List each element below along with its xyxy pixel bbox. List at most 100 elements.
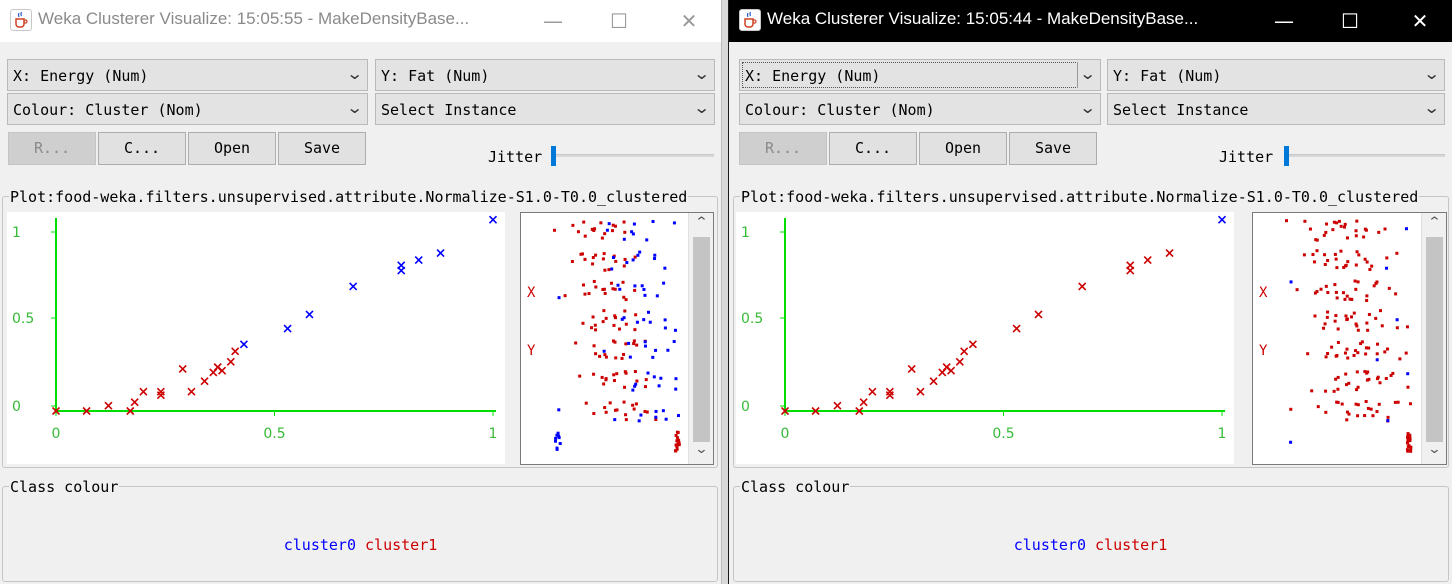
- strip-point-cluster1: [583, 257, 587, 261]
- strip-point-cluster0: [653, 253, 657, 257]
- scroll-thumb[interactable]: [693, 237, 710, 442]
- strip-point-cluster1: [1319, 287, 1323, 291]
- close-icon[interactable]: ✕: [680, 9, 698, 33]
- strip-point-cluster1: [1356, 328, 1360, 332]
- window-title: Weka Clusterer Visualize: 15:05:44 - Mak…: [767, 9, 1199, 28]
- minimize-icon[interactable]: —: [1274, 9, 1294, 33]
- x-axis-select[interactable]: X: Energy (Num) ⌄: [7, 59, 368, 91]
- open-button[interactable]: Open: [188, 132, 276, 165]
- jitter-slider[interactable]: [1285, 154, 1445, 157]
- strip-point-cluster1: [1322, 326, 1326, 330]
- strip-point-cluster1: [675, 430, 679, 434]
- reset-button[interactable]: R...: [8, 132, 96, 165]
- strip-point-cluster0: [611, 256, 615, 260]
- clear-button[interactable]: C...: [829, 132, 917, 165]
- legend-cluster0[interactable]: cluster0: [1013, 536, 1086, 554]
- strip-point-cluster0: [646, 310, 650, 314]
- scroll-up-icon[interactable]: ⌃: [1427, 215, 1442, 230]
- strip-point-cluster1: [582, 220, 586, 224]
- strip-point-cluster0: [652, 375, 656, 379]
- matrix-scrollbar[interactable]: ⌃ ⌄: [1421, 213, 1446, 464]
- strip-point-cluster1: [624, 342, 628, 346]
- plot-title: Plot:food-weka.filters.unsupervised.attr…: [9, 188, 689, 206]
- data-point-cluster1: [82, 406, 91, 416]
- legend-cluster1[interactable]: cluster1: [1095, 536, 1168, 554]
- clear-button[interactable]: C...: [98, 132, 186, 165]
- x-axis-select[interactable]: X: Energy (Num) ⌄: [739, 59, 1101, 91]
- scroll-up-icon[interactable]: ⌃: [694, 215, 709, 230]
- strip-point-cluster0: [554, 439, 558, 443]
- attribute-bars[interactable]: X Y: [521, 213, 689, 464]
- strip-point-cluster1: [615, 372, 619, 376]
- strip-point-cluster1: [1375, 280, 1379, 284]
- scroll-down-icon[interactable]: ⌄: [1427, 442, 1442, 457]
- save-button[interactable]: Save: [278, 132, 366, 165]
- strip-point-cluster1: [591, 315, 595, 319]
- attribute-bars[interactable]: X Y: [1253, 213, 1422, 464]
- scroll-thumb[interactable]: [1426, 237, 1443, 442]
- save-button[interactable]: Save: [1009, 132, 1097, 165]
- strip-point-cluster1: [594, 328, 598, 332]
- instance-select[interactable]: Select Instance ⌄: [1107, 93, 1445, 125]
- strip-point-cluster1: [1354, 229, 1358, 233]
- matrix-scrollbar[interactable]: ⌃ ⌄: [688, 213, 713, 464]
- data-point-cluster0: [239, 340, 248, 349]
- strip-point-cluster0: [610, 267, 614, 271]
- strip-point-cluster1: [1352, 353, 1356, 357]
- strip-point-cluster1: [1367, 346, 1371, 350]
- strip-point-cluster0: [657, 384, 661, 388]
- strip-point-cluster0: [1289, 280, 1293, 284]
- strip-point-cluster1: [1336, 340, 1340, 344]
- maximize-icon[interactable]: ☐: [1341, 9, 1359, 33]
- strip-point-cluster1: [592, 279, 596, 283]
- colour-select[interactable]: Colour: Cluster (Nom) ⌄: [739, 93, 1101, 125]
- chevron-down-icon: ⌄: [1078, 64, 1097, 83]
- title-bar[interactable]: Weka Clusterer Visualize: 15:05:55 - Mak…: [0, 0, 721, 42]
- data-point-cluster1: [126, 406, 135, 416]
- jitter-slider-thumb[interactable]: [551, 146, 556, 166]
- x-tick-label: 0: [52, 426, 61, 442]
- minimize-icon[interactable]: —: [543, 9, 563, 33]
- strip-point-cluster1: [1354, 263, 1358, 267]
- strip-point-cluster1: [1354, 349, 1358, 353]
- strip-point-cluster1: [593, 323, 597, 327]
- y-axis-select[interactable]: Y: Fat (Num) ⌄: [375, 59, 715, 91]
- strip-point-cluster0: [653, 257, 657, 261]
- strip-point-cluster1: [675, 439, 679, 443]
- title-bar[interactable]: Weka Clusterer Visualize: 15:05:44 - Mak…: [729, 0, 1452, 42]
- data-point-cluster1: [130, 398, 139, 407]
- strip-point-cluster1: [571, 223, 575, 227]
- jitter-slider[interactable]: [552, 154, 714, 157]
- jitter-slider-thumb[interactable]: [1284, 146, 1289, 166]
- reset-button[interactable]: R...: [739, 132, 827, 165]
- scroll-down-icon[interactable]: ⌄: [694, 442, 709, 457]
- strip-point-cluster0: [557, 408, 561, 412]
- strip-point-cluster1: [1354, 234, 1358, 238]
- maximize-icon[interactable]: ☐: [610, 9, 628, 33]
- strip-point-cluster1: [1335, 296, 1339, 300]
- strip-point-cluster1: [676, 443, 680, 447]
- close-icon[interactable]: ✕: [1411, 9, 1429, 33]
- strip-point-cluster1: [1364, 400, 1368, 404]
- strip-point-cluster0: [628, 355, 632, 359]
- strip-point-cluster1: [644, 378, 648, 382]
- strip-point-cluster1: [615, 408, 619, 412]
- scatter-plot[interactable]: 0 0.5 1 0 0.5 1: [736, 212, 1234, 464]
- data-point-cluster1: [960, 347, 969, 356]
- strip-point-cluster1: [1331, 228, 1335, 232]
- strip-point-cluster1: [581, 321, 585, 325]
- scatter-plot[interactable]: 0 0.5 1 0 0.5 1: [7, 212, 505, 464]
- y-axis-select[interactable]: Y: Fat (Num) ⌄: [1107, 59, 1445, 91]
- legend-cluster1[interactable]: cluster1: [365, 536, 438, 554]
- data-point-cluster0: [1217, 215, 1227, 224]
- open-button[interactable]: Open: [919, 132, 1007, 165]
- colour-select[interactable]: Colour: Cluster (Nom) ⌄: [7, 93, 368, 125]
- data-point-cluster1: [833, 401, 842, 410]
- strip-point-cluster1: [1354, 287, 1358, 291]
- strip-point-cluster1: [602, 382, 606, 386]
- strip-point-cluster1: [1404, 351, 1408, 355]
- instance-select[interactable]: Select Instance ⌄: [375, 93, 715, 125]
- strip-point-cluster1: [1324, 284, 1328, 288]
- data-point-cluster1: [946, 366, 956, 375]
- legend-cluster0[interactable]: cluster0: [283, 536, 356, 554]
